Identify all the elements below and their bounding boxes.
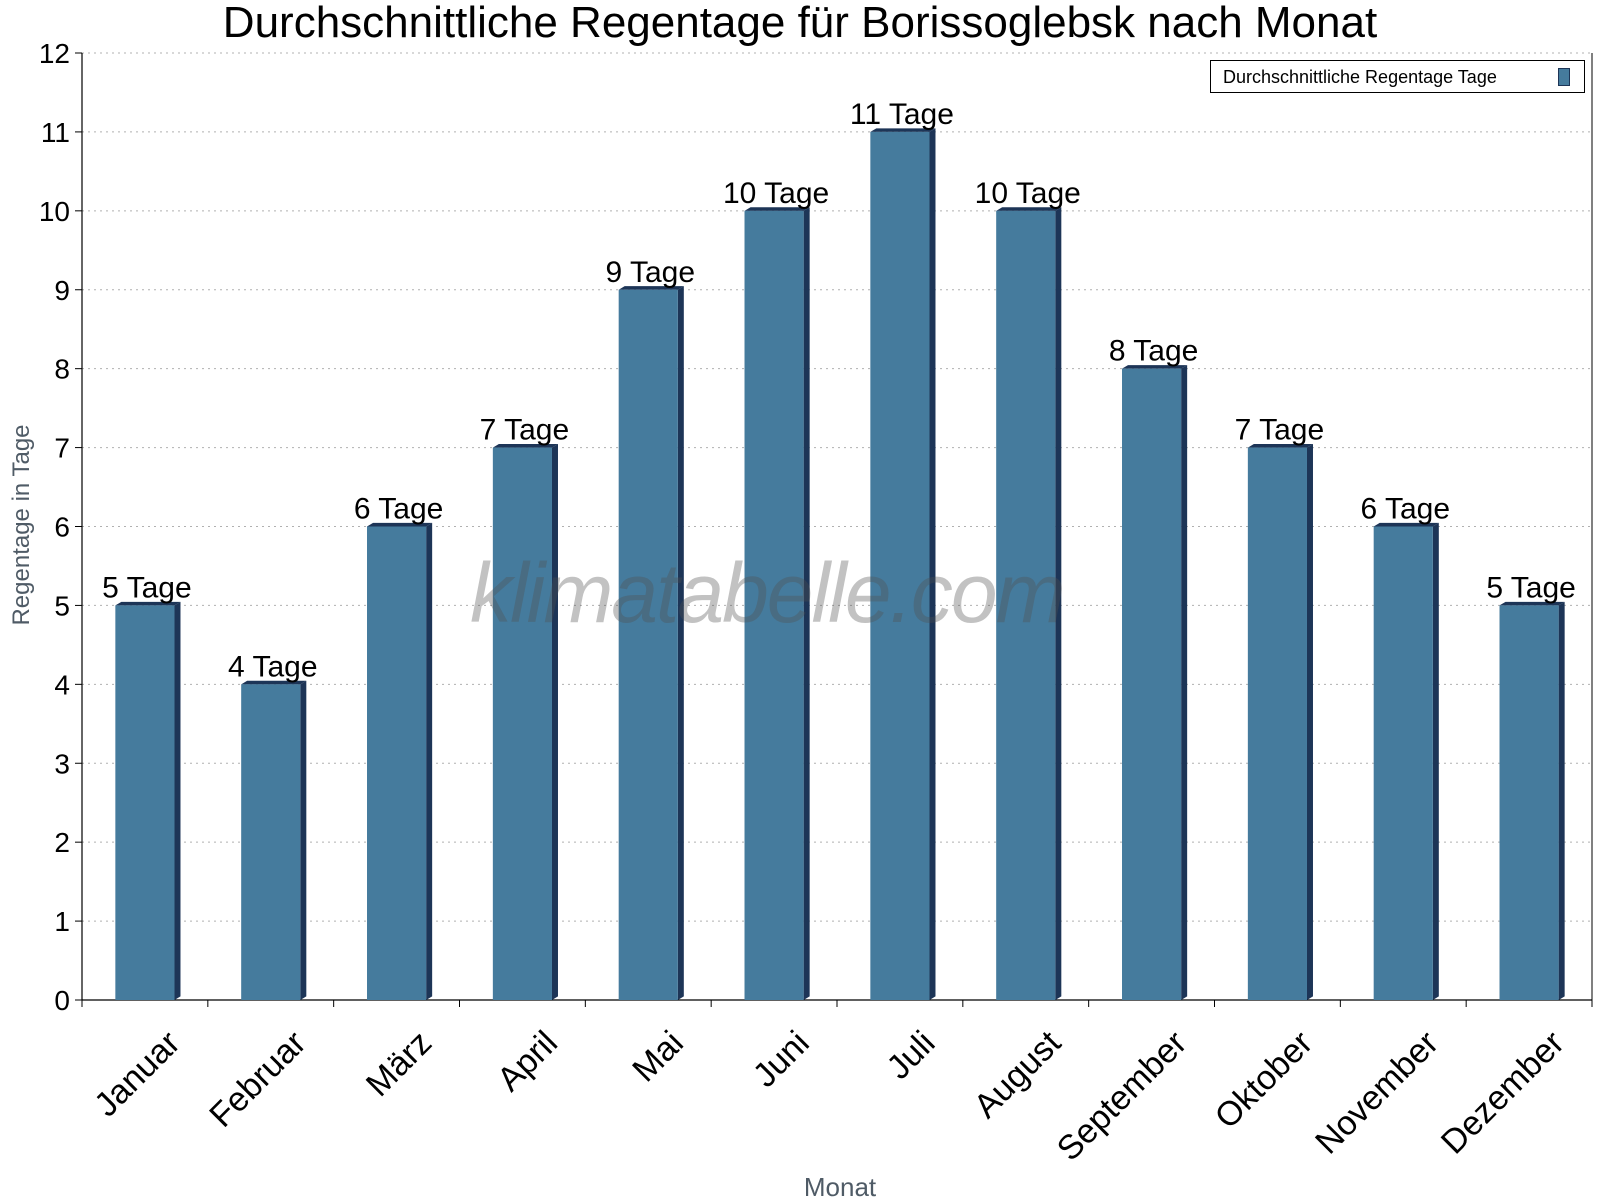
data-label: 6 Tage <box>1360 493 1450 526</box>
data-label: 11 Tage <box>850 98 954 131</box>
bar <box>241 684 301 1000</box>
bar <box>996 210 1056 1001</box>
x-tick-label: Dezember <box>1434 1024 1572 1162</box>
x-tick-label: Oktober <box>1208 1024 1320 1136</box>
bar <box>1499 605 1559 1000</box>
legend-swatch <box>1558 68 1570 86</box>
x-tick-label: März <box>359 1024 439 1104</box>
bar-side <box>300 680 307 1000</box>
y-tick-label: 8 <box>54 354 70 385</box>
watermark: klimatabelle.com <box>470 546 1066 640</box>
bar-top <box>744 207 810 211</box>
bar-top <box>367 522 433 527</box>
bar-top <box>1247 443 1313 448</box>
bar-side <box>1181 365 1188 1001</box>
x-tick-label: Mai <box>625 1024 691 1090</box>
data-label: 5 Tage <box>1486 571 1576 604</box>
grid-lines <box>82 52 1592 922</box>
data-label: 10 Tage <box>723 177 829 210</box>
chart-title: Durchschnittliche Regentage für Borissog… <box>222 0 1378 47</box>
bar-top <box>1373 522 1439 527</box>
y-tick-label: 0 <box>54 985 70 1016</box>
legend: Durchschnittliche Regentage Tage <box>1210 60 1585 93</box>
legend-label: Durchschnittliche Regentage Tage <box>1223 67 1497 87</box>
y-axis-title: Regentage in Tage <box>8 424 35 626</box>
data-label: 7 Tage <box>480 414 570 447</box>
bar-top <box>870 128 936 132</box>
bar-side <box>426 522 433 1000</box>
y-tick-label: 5 <box>54 590 70 621</box>
bar <box>367 526 427 1000</box>
y-tick-label: 1 <box>54 906 70 937</box>
bar-top <box>996 207 1062 211</box>
bar <box>744 210 804 1001</box>
data-label: 7 Tage <box>1235 414 1325 447</box>
y-tick-label: 12 <box>39 38 70 69</box>
data-label: 5 Tage <box>102 571 192 604</box>
bar-top <box>492 443 558 448</box>
bar <box>492 447 552 1000</box>
x-tick-label: Juni <box>746 1024 817 1095</box>
bar-side <box>677 286 684 1000</box>
data-label: 6 Tage <box>354 493 444 526</box>
bar-top <box>115 601 181 606</box>
x-tick-label: Januar <box>87 1024 187 1124</box>
bar <box>1122 368 1182 1001</box>
y-tick-label: 6 <box>54 512 70 543</box>
bar <box>618 289 678 1000</box>
x-tick-label: November <box>1308 1024 1446 1162</box>
bar <box>870 131 930 1000</box>
x-tick-label: September <box>1050 1024 1194 1168</box>
y-tick-label: 3 <box>54 748 70 779</box>
bar-side <box>803 207 810 1000</box>
y-tick-label: 2 <box>54 827 70 858</box>
bar-side <box>1432 522 1439 1000</box>
bar <box>115 605 175 1000</box>
bar-side <box>1558 601 1565 1000</box>
bar-top <box>618 286 684 290</box>
x-tick-label: Juli <box>880 1024 943 1087</box>
y-tick-label: 7 <box>54 433 70 464</box>
y-tick-label: 4 <box>54 669 70 700</box>
data-label: 4 Tage <box>228 650 318 683</box>
x-tick-label: Februar <box>202 1024 313 1135</box>
bars <box>115 128 1565 1001</box>
x-tick-label: August <box>967 1023 1069 1125</box>
bar-side <box>929 128 936 1001</box>
data-label: 9 Tage <box>605 256 695 289</box>
bar-side <box>1306 443 1313 1000</box>
bar-side <box>551 443 558 1000</box>
bar-top <box>241 680 307 685</box>
bar-side <box>1055 207 1062 1000</box>
y-tick-label: 9 <box>54 275 70 306</box>
x-axis-title: Monat <box>803 1172 877 1202</box>
bar-side <box>174 601 181 1000</box>
bar-top <box>1122 365 1188 369</box>
x-tick-label: April <box>490 1024 565 1099</box>
bar <box>1247 447 1307 1000</box>
bar <box>1373 526 1433 1000</box>
y-tick-label: 11 <box>41 117 70 148</box>
data-label: 10 Tage <box>975 177 1081 210</box>
y-tick-label: 10 <box>39 196 70 227</box>
bar-top <box>1499 601 1565 606</box>
data-label: 8 Tage <box>1109 335 1199 368</box>
data-labels: 5 Tage 4 Tage 6 Tage 7 Tage 9 Tage 10 Tage 11 … <box>102 98 1576 683</box>
